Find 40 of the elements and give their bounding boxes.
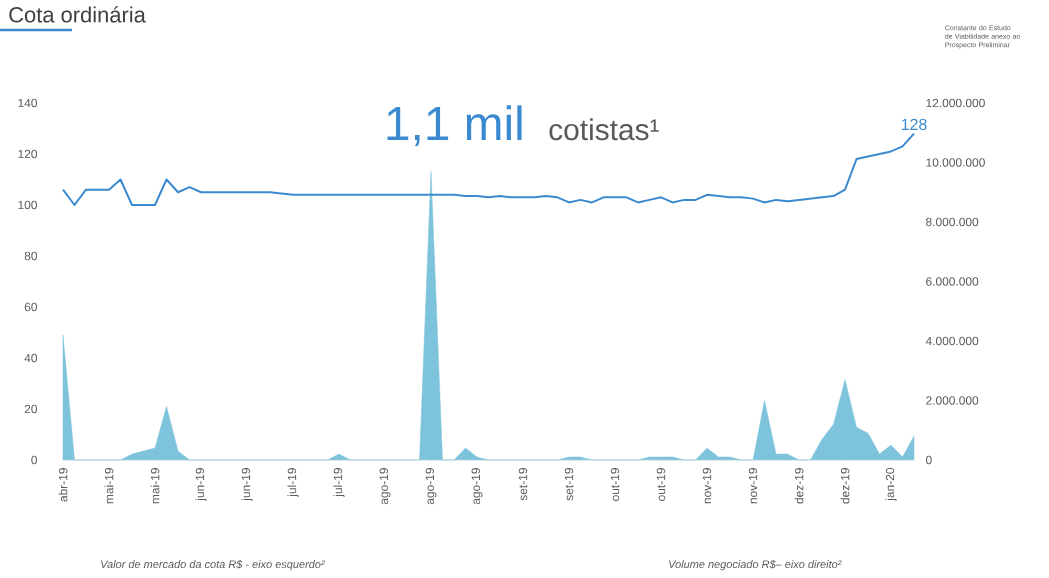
annotation: cotistas¹ xyxy=(549,118,659,141)
x-tick-label: out-19 xyxy=(610,468,620,501)
y2-tick-label: 8.000.000 xyxy=(926,217,979,227)
y-tick-label: 120 xyxy=(18,149,38,159)
x-tick-label: set-19 xyxy=(518,468,528,501)
x-tick-label: dez-19 xyxy=(840,468,850,504)
y-tick-label: 20 xyxy=(24,404,38,414)
y2-tick-label: 12.000.000 xyxy=(926,98,985,108)
y-tick-label: 0 xyxy=(31,455,38,465)
y-tick-label: 140 xyxy=(18,98,38,108)
x-tick-label: ago-19 xyxy=(471,468,483,505)
y-tick-label: 60 xyxy=(24,302,38,312)
data-label: 128 xyxy=(901,118,927,131)
x-tick-label: dez-19 xyxy=(794,468,804,504)
y2-tick-label: 4.000.000 xyxy=(925,336,979,346)
annotation: 1,1 mil xyxy=(387,105,522,147)
y2-tick-label: 0 xyxy=(926,455,932,465)
x-tick-label: nov-19 xyxy=(702,468,712,504)
y2-tick-label: 10.000.000 xyxy=(926,158,985,167)
text: Volume negociado R$– eixo direito² xyxy=(669,559,842,571)
x-tick-label: mai-19 xyxy=(150,468,160,504)
x-tick-label: out-19 xyxy=(656,468,666,501)
y2-tick-label: 6.000.000 xyxy=(926,277,979,286)
y-tick-label: 80 xyxy=(24,251,38,261)
x-tick-label: jan-20 xyxy=(885,467,897,502)
x-tick-label: jul-19 xyxy=(333,468,345,498)
x-tick-label: jun-19 xyxy=(241,468,253,502)
x-tick-label: jun-19 xyxy=(195,468,207,502)
y-tick-label: 40 xyxy=(24,353,38,363)
chart-title: Cota ordinária xyxy=(9,6,146,23)
x-tick-label: nov-19 xyxy=(748,468,758,504)
x-tick-label: jul-19 xyxy=(287,468,299,498)
x-tick-label: abr-19 xyxy=(58,468,68,502)
x-tick-label: ago-19 xyxy=(379,468,391,505)
x-tick-label: ago-19 xyxy=(425,468,437,505)
x-tick-label: set-19 xyxy=(564,468,574,501)
x-tick-label: mai-19 xyxy=(104,468,114,504)
text: Valor de mercado da cota R$ - eixo esquerdo² xyxy=(101,559,325,571)
y2-tick-label: 2.000.000 xyxy=(926,396,979,405)
y-tick-label: 100 xyxy=(18,200,38,210)
